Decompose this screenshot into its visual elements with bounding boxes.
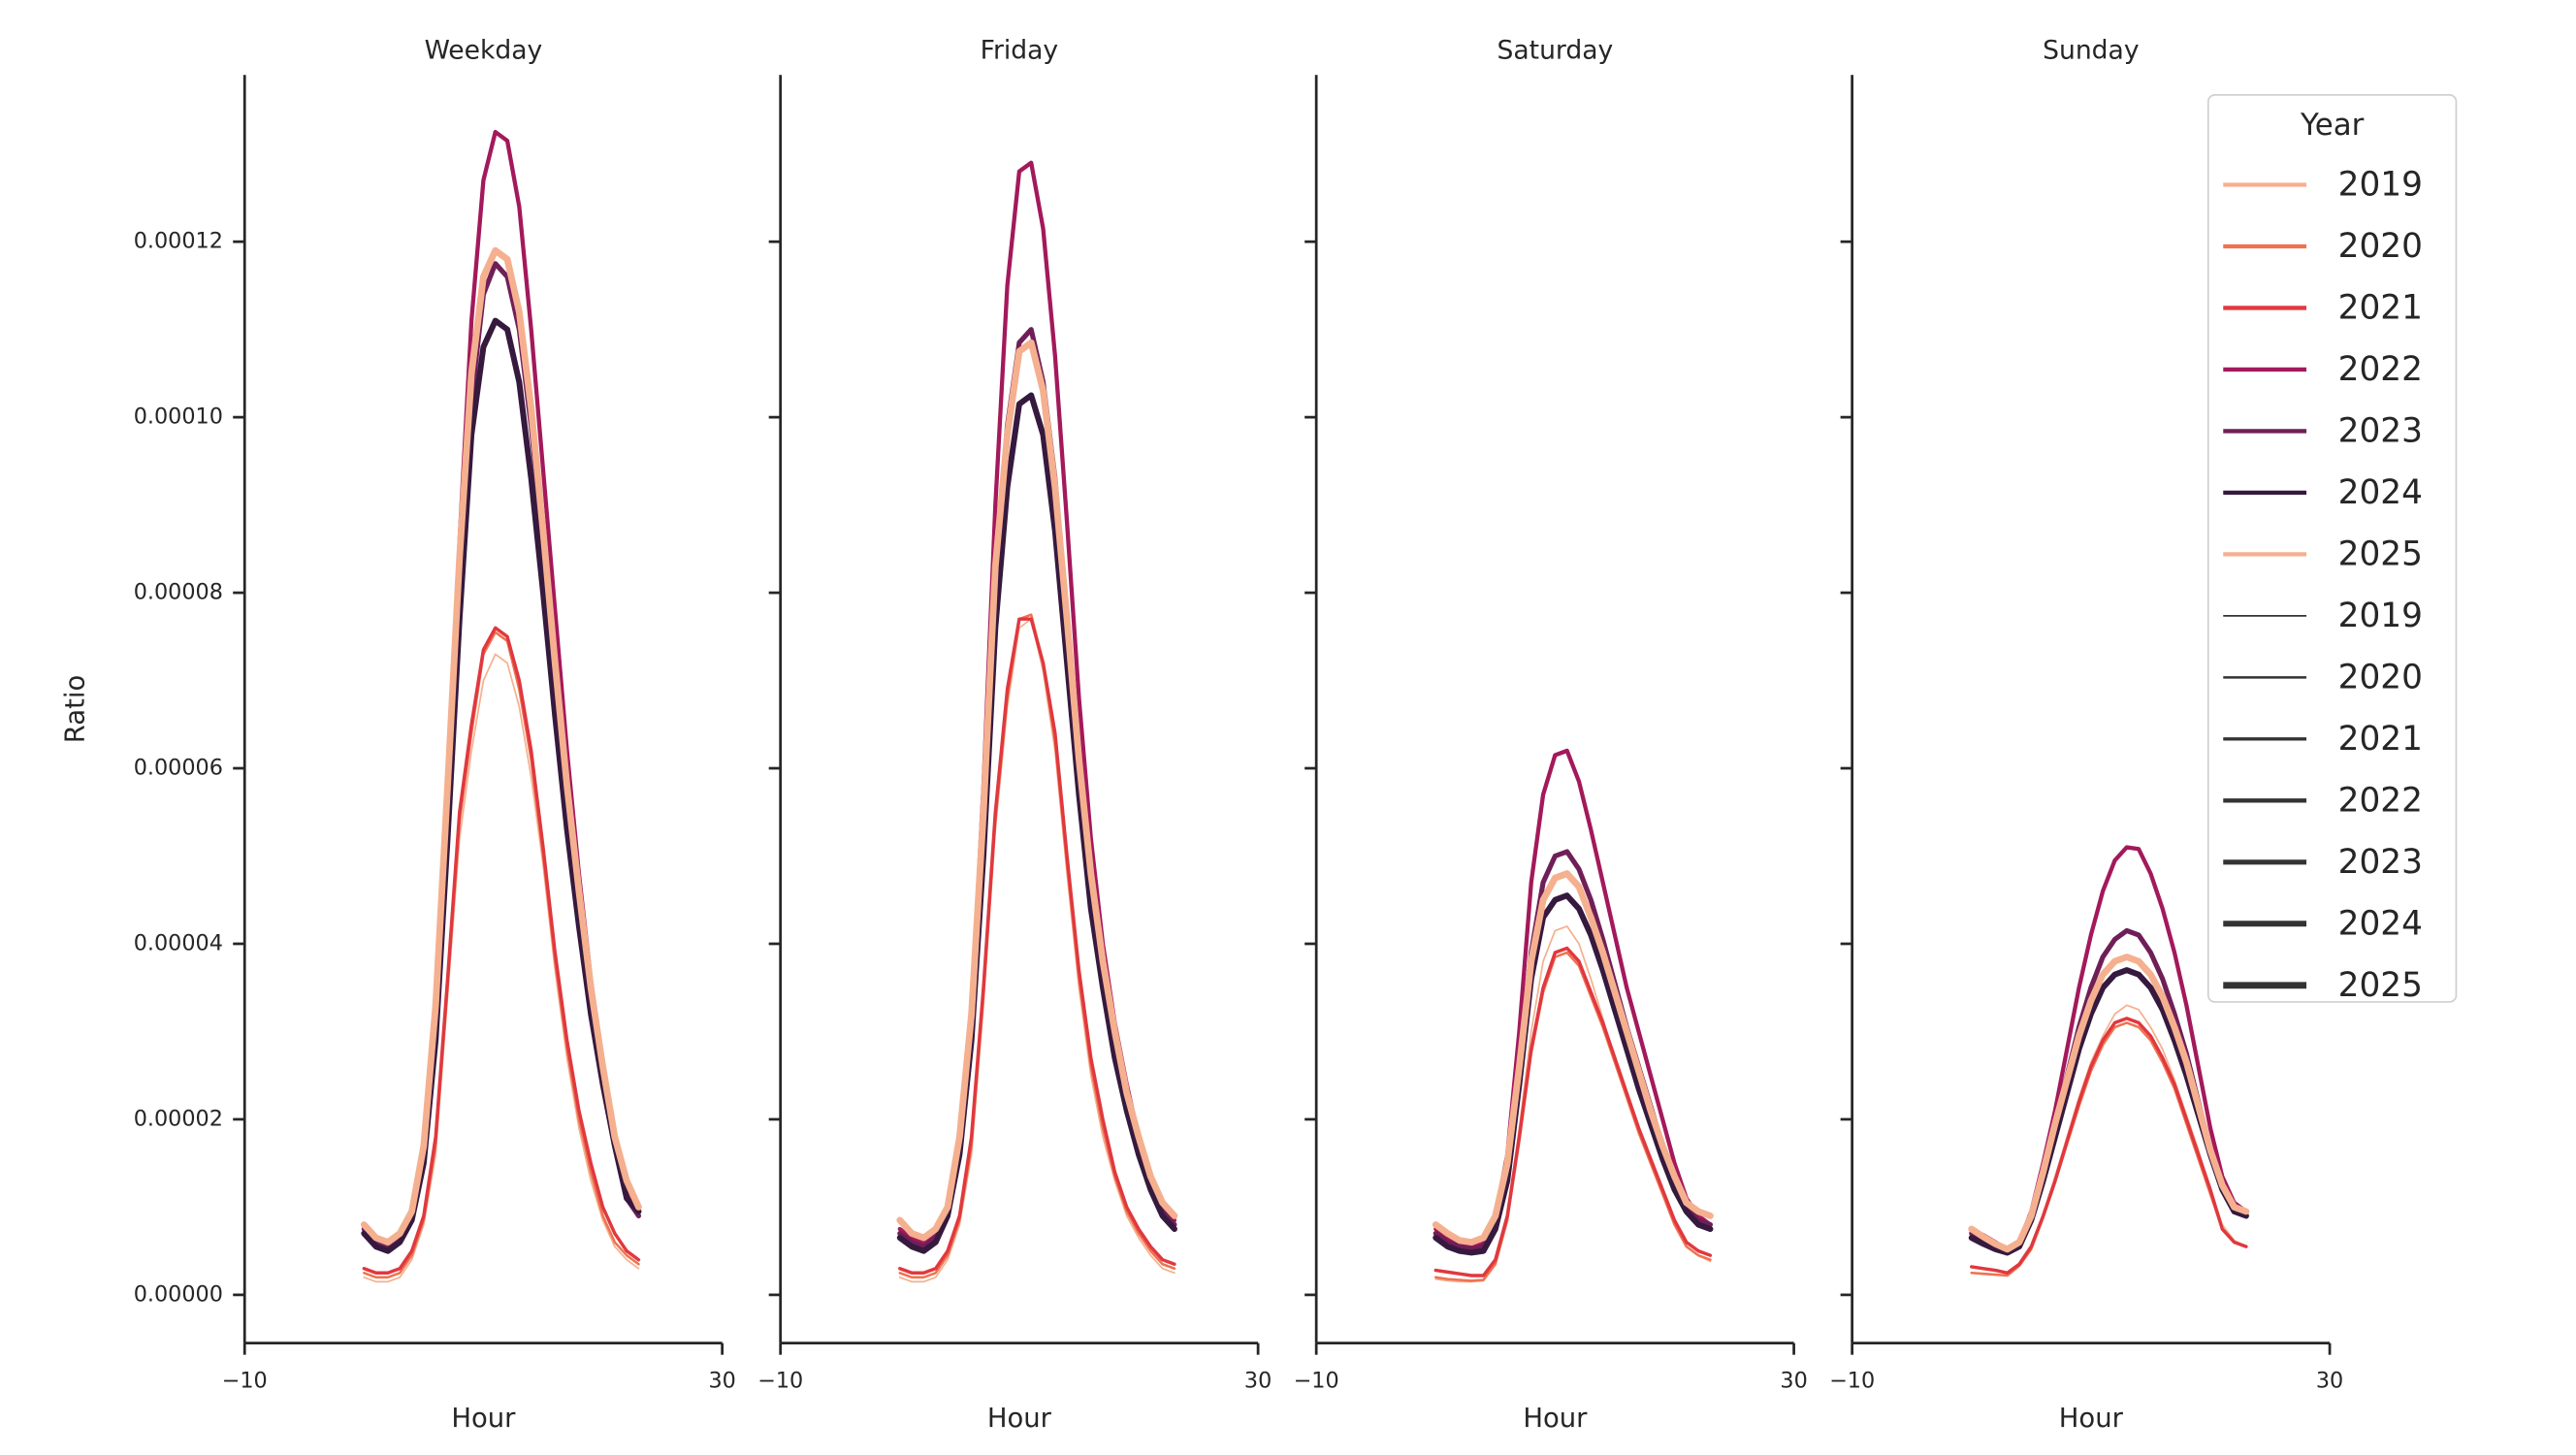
facet-title: Sunday <box>2043 36 2139 66</box>
x-axis-label: Hour <box>987 1404 1052 1434</box>
series-line <box>1433 849 1713 1252</box>
legend-label: 2024 <box>2338 473 2423 512</box>
legend-size-label: 2019 <box>2338 597 2423 635</box>
series-line <box>1434 925 1712 1283</box>
y-tick-label: 0.00012 <box>134 229 223 254</box>
x-tick-label: 30 <box>2316 1369 2343 1394</box>
legend-label: 2020 <box>2338 227 2423 266</box>
series-line <box>897 160 1177 1245</box>
series-line <box>361 317 642 1254</box>
series-line <box>1433 951 1712 1282</box>
legend-label: 2022 <box>2338 350 2423 389</box>
y-tick-label: 0.00006 <box>134 756 223 781</box>
legend-label: 2019 <box>2338 166 2423 205</box>
facet-title: Saturday <box>1497 36 1613 66</box>
x-tick-label: 30 <box>708 1369 735 1394</box>
series-line <box>363 653 640 1283</box>
series-line <box>1970 1017 2248 1275</box>
x-tick-label: 30 <box>1244 1369 1272 1394</box>
y-tick-label: 0.00010 <box>134 404 223 430</box>
y-tick-label: 0.00008 <box>134 580 223 605</box>
series-line <box>1433 892 1714 1256</box>
series-line <box>360 246 642 1246</box>
facet-title: Friday <box>981 36 1059 66</box>
series-line <box>898 613 1176 1279</box>
series-line <box>361 261 642 1249</box>
legend-box <box>2206 93 2458 1003</box>
y-tick-label: 0.00000 <box>134 1281 223 1307</box>
facet-title: Weekday <box>425 36 543 66</box>
series-line <box>363 630 640 1279</box>
series-line <box>362 129 641 1249</box>
series-line <box>1433 946 1713 1277</box>
series-line <box>898 618 1175 1283</box>
y-tick-label: 0.00004 <box>134 930 223 955</box>
x-axis-label: Hour <box>451 1404 516 1434</box>
legend-size-label: 2020 <box>2338 659 2423 697</box>
series-line <box>1968 967 2249 1256</box>
series-line <box>1968 954 2250 1253</box>
legend-size-label: 2022 <box>2338 782 2423 821</box>
x-tick-label: −10 <box>1294 1369 1339 1394</box>
series-line <box>896 392 1177 1254</box>
legend-size-label: 2025 <box>2338 966 2423 1005</box>
x-tick-label: 30 <box>1780 1369 1807 1394</box>
y-tick-label: 0.00002 <box>134 1106 223 1131</box>
x-tick-label: −10 <box>757 1369 803 1394</box>
legend-size-label: 2021 <box>2338 720 2423 759</box>
legend-label: 2023 <box>2338 412 2423 451</box>
x-axis-label: Hour <box>1523 1404 1588 1434</box>
x-tick-label: −10 <box>1829 1369 1875 1394</box>
series-line <box>1970 1021 2248 1277</box>
x-tick-label: −10 <box>222 1369 268 1394</box>
series-line <box>898 617 1176 1275</box>
legend-label: 2021 <box>2338 289 2423 328</box>
legend-size-label: 2023 <box>2338 843 2423 882</box>
series-line <box>1433 748 1713 1249</box>
series-line <box>896 339 1178 1242</box>
series-line <box>362 626 641 1275</box>
legend-label: 2025 <box>2338 535 2423 574</box>
y-axis-label: Ratio <box>60 675 90 743</box>
legend-size-label: 2024 <box>2338 905 2423 944</box>
series-line <box>1432 870 1714 1246</box>
x-axis-label: Hour <box>2059 1404 2124 1434</box>
legend-title: Year <box>2300 108 2365 143</box>
series-line <box>1969 845 2249 1252</box>
